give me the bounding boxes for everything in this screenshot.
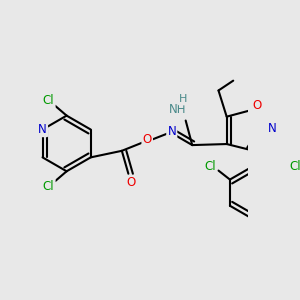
- Text: Cl: Cl: [204, 160, 216, 173]
- Text: O: O: [126, 176, 136, 189]
- Text: N: N: [268, 122, 277, 135]
- Text: O: O: [252, 99, 261, 112]
- Text: Cl: Cl: [43, 94, 54, 107]
- Text: N: N: [167, 125, 176, 139]
- Text: Cl: Cl: [289, 160, 300, 173]
- Text: NH: NH: [169, 103, 186, 116]
- Text: Cl: Cl: [43, 179, 54, 193]
- Text: N: N: [38, 123, 47, 136]
- Text: O: O: [142, 133, 152, 146]
- Text: H: H: [179, 94, 188, 104]
